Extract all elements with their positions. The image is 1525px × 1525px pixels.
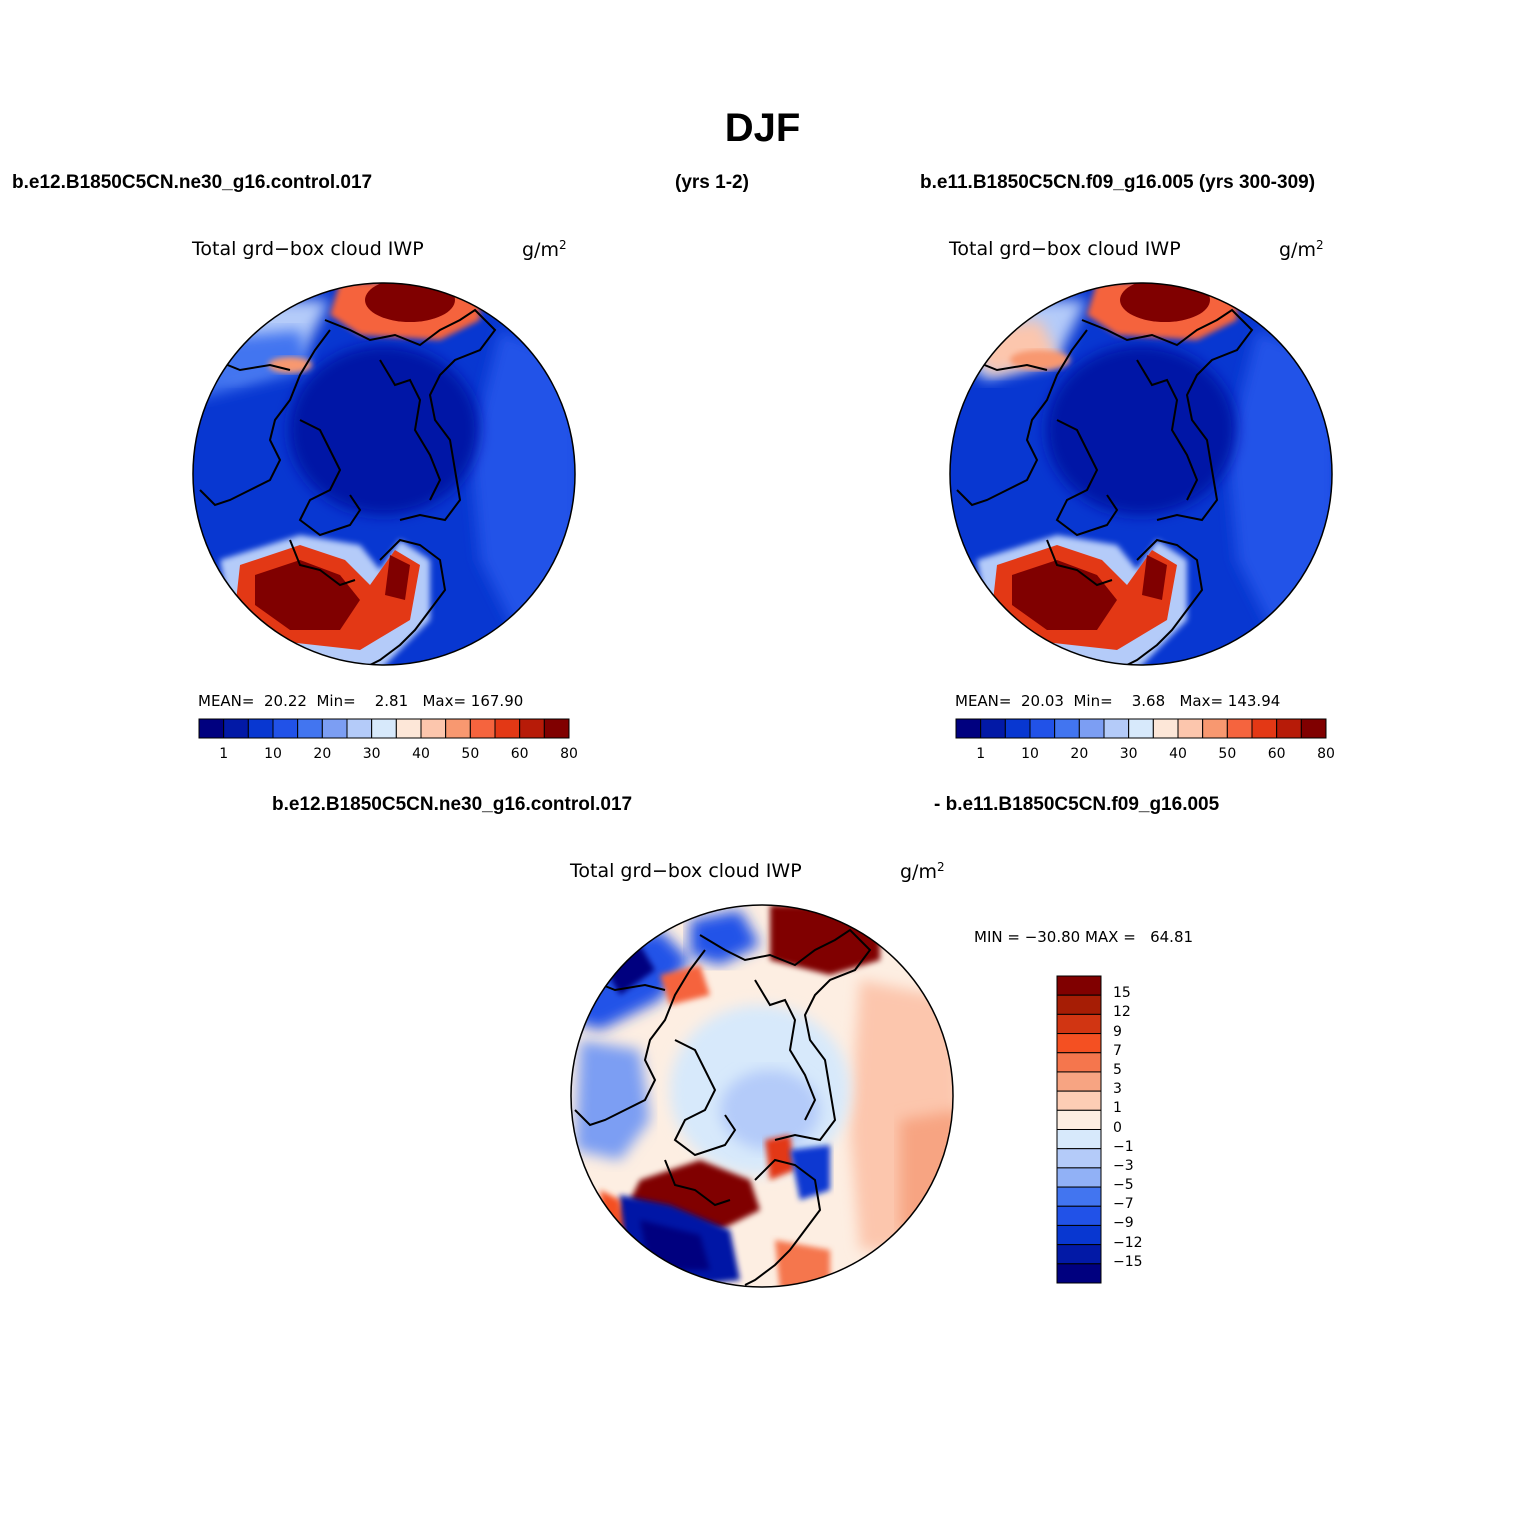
- panel1-colorbar: [198, 718, 570, 739]
- panel2-title: Total grd−box cloud IWP: [949, 238, 1181, 260]
- diff-units: g/m2: [900, 860, 945, 883]
- panel1-units: g/m2: [522, 238, 567, 261]
- colorbar-tick-label: −12: [1113, 1234, 1143, 1251]
- colorbar-tick-label: 60: [510, 746, 529, 762]
- colorbar-swatch: [1029, 718, 1056, 739]
- colorbar-swatch: [1251, 718, 1278, 739]
- colorbar-tick-label: 20: [1070, 746, 1089, 762]
- colorbar-swatch: [1004, 718, 1031, 739]
- panel2-map: [949, 282, 1333, 666]
- colorbar-swatch: [445, 718, 471, 739]
- colorbar-swatch: [297, 718, 323, 739]
- colorbar-swatch: [1056, 1071, 1102, 1092]
- colorbar-swatch: [1056, 1033, 1102, 1054]
- colorbar-tick-label: −15: [1113, 1253, 1143, 1270]
- colorbar-tick-label: 40: [1169, 746, 1187, 762]
- colorbar-swatch: [1056, 1090, 1102, 1111]
- colorbar-tick-label: 15: [1113, 985, 1131, 1002]
- colorbar-swatch: [1056, 1205, 1102, 1226]
- colorbar-tick-label: 7: [1113, 1042, 1122, 1059]
- colorbar-swatch: [1103, 718, 1130, 739]
- colorbar-swatch: [1056, 1052, 1102, 1073]
- colorbar-tick-label: 60: [1267, 746, 1286, 762]
- colorbar-tick-label: 1: [976, 746, 986, 762]
- colorbar-swatch: [980, 718, 1006, 739]
- colorbar-tick-label: 10: [264, 746, 282, 762]
- colorbar-swatch: [469, 718, 496, 739]
- colorbar-swatch: [247, 718, 274, 739]
- colorbar-swatch: [1056, 1129, 1102, 1150]
- panel1-stats: MEAN= 20.22 Min= 2.81 Max= 167.90: [198, 692, 524, 710]
- colorbar-swatch: [1177, 718, 1204, 739]
- colorbar-swatch: [1202, 718, 1228, 739]
- colorbar-tick-label: 80: [560, 746, 578, 762]
- colorbar-tick-label: 12: [1113, 1004, 1131, 1021]
- panel2-stats: MEAN= 20.03 Min= 3.68 Max= 143.94: [955, 692, 1281, 710]
- colorbar-tick-label: 1: [1113, 1100, 1122, 1117]
- colorbar-tick-label: 20: [313, 746, 332, 762]
- left-years-label: (yrs 1-2): [675, 172, 749, 193]
- colorbar-swatch: [346, 718, 373, 739]
- colorbar-tick-label: 0: [1113, 1119, 1122, 1136]
- figure-title: DJF: [724, 106, 801, 150]
- colorbar-swatch: [1226, 718, 1253, 739]
- colorbar-tick-label: 80: [1317, 746, 1335, 762]
- right-case-label: b.e11.B1850C5CN.f09_g16.005 (yrs 300-309…: [920, 172, 1316, 193]
- colorbar-swatch: [1056, 1244, 1102, 1265]
- colorbar-tick-label: 9: [1113, 1023, 1122, 1040]
- colorbar-swatch: [1078, 718, 1105, 739]
- diff-title: Total grd−box cloud IWP: [570, 860, 802, 882]
- colorbar-swatch: [543, 718, 570, 739]
- colorbar-swatch: [519, 718, 545, 739]
- colorbar-swatch: [420, 718, 447, 739]
- colorbar-swatch: [494, 718, 521, 739]
- colorbar-swatch: [1054, 718, 1080, 739]
- panel2-units: g/m2: [1279, 238, 1324, 261]
- colorbar-tick-label: 50: [461, 746, 480, 762]
- colorbar-swatch: [1300, 718, 1327, 739]
- colorbar-swatch: [1056, 1148, 1102, 1169]
- colorbar-tick-label: −7: [1113, 1196, 1134, 1213]
- diff-colorbar: [1056, 975, 1102, 1284]
- colorbar-tick-label: 1: [219, 746, 229, 762]
- colorbar-tick-label: −3: [1113, 1157, 1134, 1174]
- diff-right-case-label: - b.e11.B1850C5CN.f09_g16.005: [934, 794, 1220, 815]
- colorbar-tick-label: −5: [1113, 1177, 1134, 1194]
- diff-map: [570, 904, 954, 1288]
- colorbar-swatch: [1056, 975, 1102, 996]
- colorbar-tick-label: 30: [1119, 746, 1138, 762]
- colorbar-swatch: [1056, 1109, 1102, 1130]
- colorbar-tick-label: −1: [1113, 1138, 1134, 1155]
- colorbar-swatch: [955, 718, 982, 739]
- diff-minmax: MIN = −30.80 MAX = 64.81: [974, 928, 1194, 946]
- colorbar-swatch: [1056, 1263, 1102, 1284]
- panel2-colorbar: [955, 718, 1327, 739]
- colorbar-swatch: [371, 718, 397, 739]
- colorbar-tick-label: 5: [1113, 1061, 1122, 1078]
- colorbar-tick-label: 40: [412, 746, 430, 762]
- colorbar-tick-label: 50: [1218, 746, 1237, 762]
- colorbar-swatch: [1056, 1224, 1102, 1246]
- colorbar-swatch: [1056, 1167, 1102, 1188]
- colorbar-swatch: [1056, 1013, 1102, 1035]
- colorbar-swatch: [1152, 718, 1179, 739]
- colorbar-tick-label: −9: [1113, 1215, 1134, 1232]
- left-case-label: b.e12.B1850C5CN.ne30_g16.control.017: [12, 172, 373, 193]
- colorbar-swatch: [1128, 718, 1154, 739]
- colorbar-swatch: [1056, 994, 1102, 1015]
- colorbar-swatch: [321, 718, 348, 739]
- panel1-map: [192, 282, 576, 666]
- colorbar-swatch: [223, 718, 249, 739]
- colorbar-tick-label: 30: [362, 746, 381, 762]
- panel1-title: Total grd−box cloud IWP: [192, 238, 424, 260]
- colorbar-tick-label: 10: [1021, 746, 1039, 762]
- diff-left-case-label: b.e12.B1850C5CN.ne30_g16.control.017: [272, 794, 633, 815]
- colorbar-swatch: [1276, 718, 1302, 739]
- colorbar-tick-label: 3: [1113, 1081, 1122, 1098]
- colorbar-swatch: [198, 718, 225, 739]
- colorbar-swatch: [1056, 1186, 1102, 1207]
- colorbar-swatch: [395, 718, 422, 739]
- colorbar-swatch: [272, 718, 299, 739]
